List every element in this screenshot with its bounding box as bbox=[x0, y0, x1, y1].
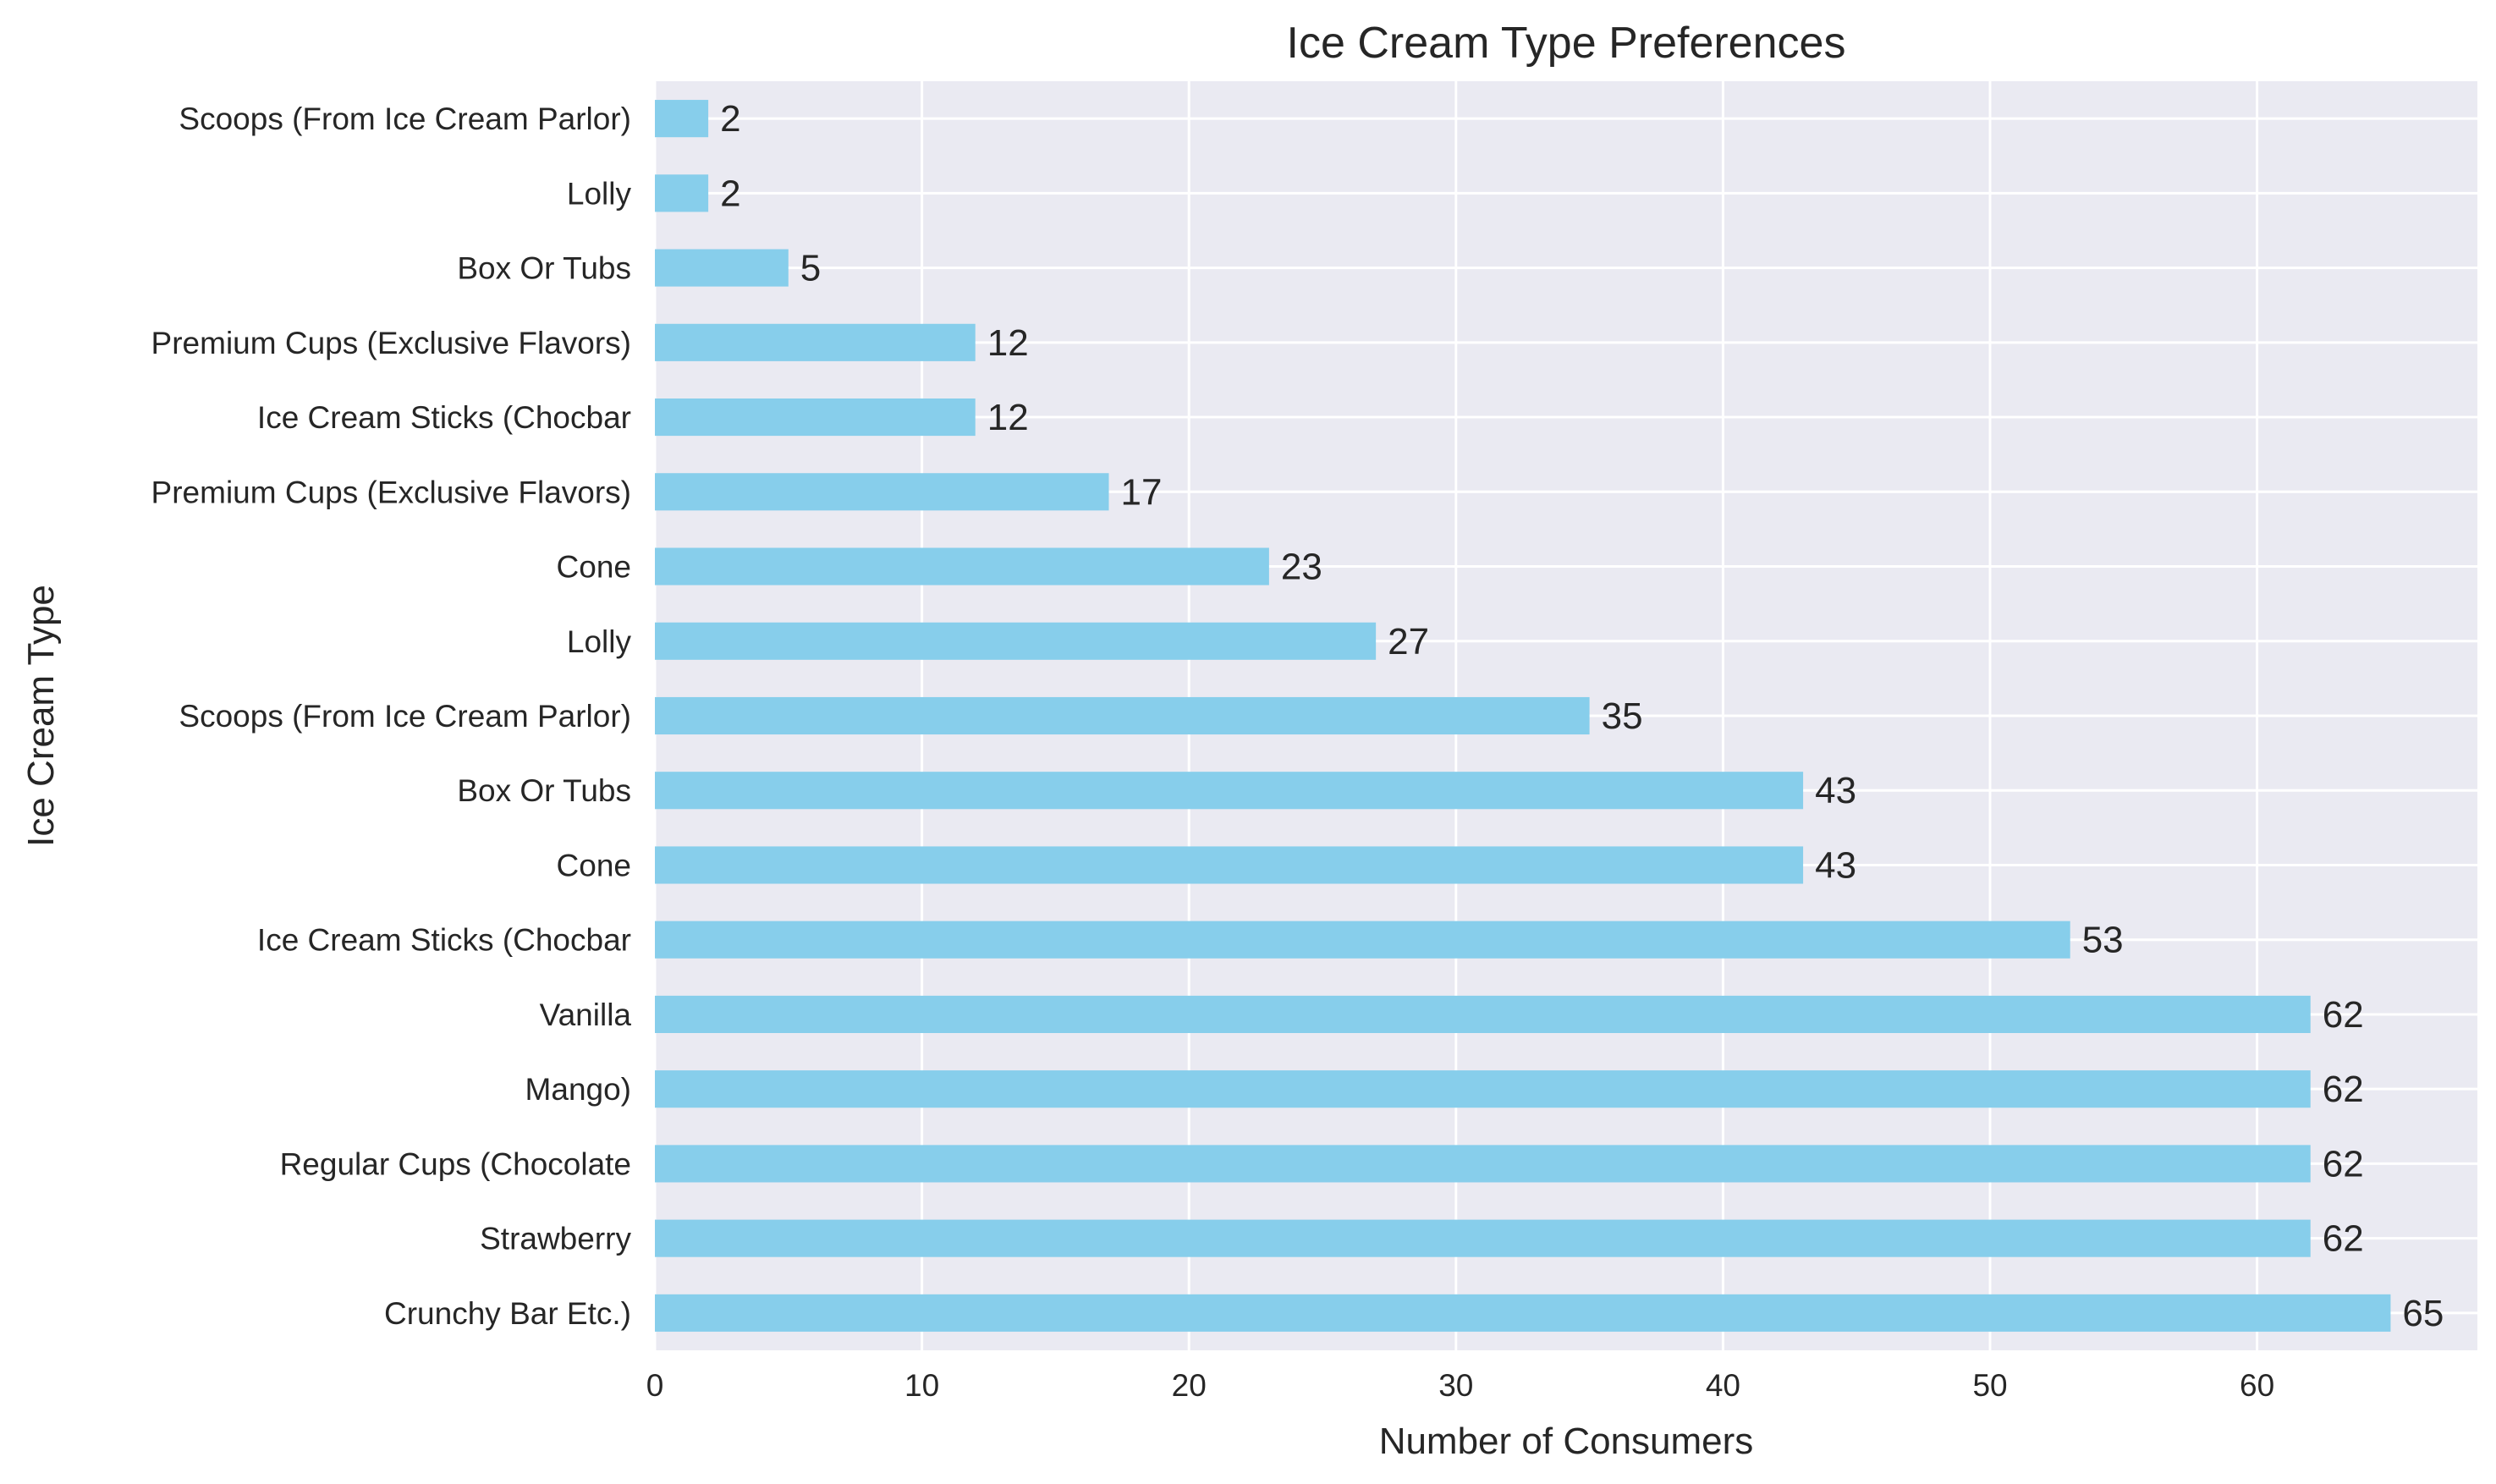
bar-value-label: 5 bbox=[800, 248, 821, 289]
category-label: Crunchy Bar Etc.) bbox=[384, 1296, 631, 1331]
bar-value-label: 12 bbox=[987, 322, 1029, 364]
bar bbox=[655, 772, 1804, 810]
x-tick-label: 60 bbox=[2240, 1368, 2274, 1403]
category-label: Mango) bbox=[525, 1072, 631, 1107]
bar-value-label: 12 bbox=[987, 397, 1029, 438]
bar-value-label: 65 bbox=[2402, 1293, 2444, 1334]
category-label: Box Or Tubs bbox=[457, 251, 631, 286]
category-label: Lolly bbox=[567, 176, 632, 211]
bar bbox=[655, 1219, 2311, 1257]
category-label: Box Or Tubs bbox=[457, 773, 631, 808]
bar bbox=[655, 473, 1109, 511]
bar-value-label: 62 bbox=[2323, 1069, 2364, 1110]
category-label: Premium Cups (Exclusive Flavors) bbox=[151, 326, 631, 360]
bar bbox=[655, 323, 976, 361]
category-label: Scoops (From Ice Cream Parlor) bbox=[179, 699, 631, 734]
bar-value-label: 2 bbox=[720, 98, 740, 140]
bars bbox=[655, 100, 2391, 1332]
value-labels: 65 62 62 62 62 53 43 43 35 27 23 17 12 12 5 2 2 bbox=[720, 98, 2444, 1334]
bar bbox=[655, 696, 1590, 735]
x-tick-label: 0 bbox=[646, 1368, 664, 1403]
category-label: Ice Cream Sticks (Chocbar bbox=[257, 923, 631, 958]
category-label: Cone bbox=[557, 848, 631, 882]
bar bbox=[655, 622, 1377, 660]
bar-value-label: 17 bbox=[1121, 471, 1163, 513]
category-label: Ice Cream Sticks (Chocbar bbox=[257, 400, 631, 435]
x-tick-label: 30 bbox=[1438, 1368, 1473, 1403]
bar bbox=[655, 846, 1804, 884]
bar-value-label: 62 bbox=[2323, 1218, 2364, 1260]
category-label: Scoops (From Ice Cream Parlor) bbox=[179, 102, 631, 136]
bar-value-label: 2 bbox=[720, 173, 740, 214]
bar bbox=[655, 100, 709, 138]
category-label: Strawberry bbox=[480, 1222, 631, 1256]
category-label: Regular Cups (Chocolate bbox=[280, 1146, 631, 1181]
bar-value-label: 62 bbox=[2323, 994, 2364, 1036]
bar bbox=[655, 1070, 2311, 1108]
bar bbox=[655, 1145, 2311, 1183]
bar-value-label: 53 bbox=[2082, 920, 2124, 961]
bar bbox=[655, 547, 1269, 585]
bar bbox=[655, 174, 709, 212]
bar bbox=[655, 995, 2311, 1033]
bar bbox=[655, 921, 2070, 959]
bar-value-label: 62 bbox=[2323, 1143, 2364, 1184]
y-axis-label: Ice Cream Type bbox=[20, 585, 62, 847]
category-labels: Crunchy Bar Etc.) Strawberry Regular Cups … bbox=[151, 102, 632, 1331]
chart-title: Ice Cream Type Preferences bbox=[1287, 19, 1846, 68]
x-axis-label: Number of Consumers bbox=[1379, 1421, 1754, 1462]
x-tick-label: 10 bbox=[904, 1368, 939, 1403]
x-tick-label: 40 bbox=[1706, 1368, 1740, 1403]
bar-value-label: 43 bbox=[1815, 844, 1856, 886]
x-tick-label: 50 bbox=[1972, 1368, 2007, 1403]
category-label: Premium Cups (Exclusive Flavors) bbox=[151, 475, 631, 509]
x-tick-labels: 0 10 20 30 40 50 60 bbox=[646, 1368, 2274, 1403]
bar bbox=[655, 1294, 2391, 1332]
bar-value-label: 43 bbox=[1815, 770, 1856, 811]
category-label: Vanilla bbox=[540, 998, 632, 1032]
bar-value-label: 27 bbox=[1388, 621, 1429, 662]
category-label: Lolly bbox=[567, 624, 632, 659]
category-label: Cone bbox=[557, 550, 631, 585]
x-tick-label: 20 bbox=[1172, 1368, 1207, 1403]
bar-value-label: 23 bbox=[1281, 547, 1322, 588]
bar-value-label: 35 bbox=[1602, 695, 1643, 737]
bar bbox=[655, 398, 976, 437]
bar bbox=[655, 249, 789, 287]
